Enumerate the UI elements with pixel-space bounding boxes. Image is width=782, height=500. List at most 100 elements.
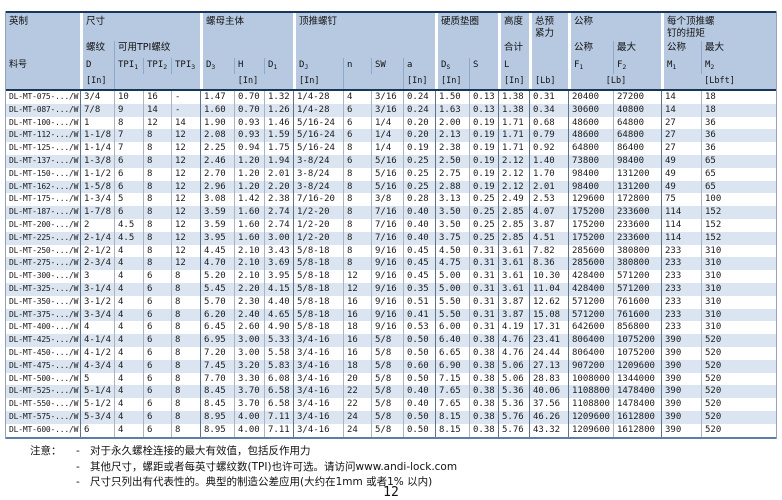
jackscrew-a: 0.60 bbox=[403, 359, 435, 373]
body-d1: 5.58 bbox=[264, 346, 293, 360]
body-h: 3.70 bbox=[234, 398, 264, 411]
header-cell: S bbox=[469, 58, 498, 74]
preload-f1-nominal: 907200 bbox=[568, 359, 613, 373]
preload-f2-max: 761600 bbox=[613, 295, 661, 309]
header-cell: 总预 紧力 bbox=[529, 13, 568, 41]
jackscrew-n: 22 bbox=[343, 398, 371, 411]
part-number: DL-MT-600-.../W bbox=[9, 424, 79, 434]
washer-ds: 5.00 bbox=[435, 282, 469, 296]
jackscrew-n: 8 bbox=[343, 206, 371, 219]
torque-m1-nominal: 390 bbox=[661, 359, 701, 373]
preload-f2-max: 1075200 bbox=[613, 334, 661, 347]
washer-ds: 2.75 bbox=[435, 167, 469, 181]
header-cell: H bbox=[234, 58, 264, 74]
table-row: DL-MT-225-.../W 2-1/4 4.5 8 12 3.95 1.60 3.00 1/… bbox=[6, 231, 776, 245]
part-number: DL-MT-375-.../W bbox=[9, 309, 79, 319]
torque-m1-nominal: 27 bbox=[661, 129, 701, 143]
jackscrew-a: 0.28 bbox=[403, 193, 435, 207]
washer-s: 0.19 bbox=[469, 180, 498, 194]
header-cell: [In] bbox=[498, 74, 529, 89]
header-cell: 每个顶推螺 钉的扭矩 bbox=[661, 13, 775, 41]
table-row: DL-MT-450-.../W 4-1/2 4 6 8 7.20 3.00 5.58 3/4-1… bbox=[6, 346, 776, 360]
table-row: DL-MT-400-.../W 4 4 6 8 6.45 2.60 4.90 5/8-18 18 9… bbox=[6, 321, 776, 335]
body-d3: 6.45 bbox=[200, 321, 234, 335]
body-d1: 3.00 bbox=[264, 231, 293, 245]
washer-ds: 6.40 bbox=[435, 334, 469, 347]
torque-m1-nominal: 114 bbox=[661, 218, 701, 232]
washer-s: 0.19 bbox=[469, 142, 498, 155]
jackscrew-a: 0.40 bbox=[403, 231, 435, 245]
jackscrew-n: 20 bbox=[343, 372, 371, 386]
thread-d: 1-3/4 bbox=[80, 193, 114, 207]
body-d3: 2.25 bbox=[200, 142, 234, 155]
tpi-1: 4 bbox=[114, 244, 143, 258]
washer-s: 0.38 bbox=[469, 334, 498, 347]
torque-m1-nominal: 114 bbox=[661, 206, 701, 219]
jackscrew-a: 0.35 bbox=[403, 282, 435, 296]
body-d3: 8.95 bbox=[200, 410, 234, 424]
preload-f1-nominal: 48600 bbox=[568, 129, 613, 143]
torque-m1-nominal: 233 bbox=[661, 282, 701, 296]
part-number: DL-MT-275-.../W bbox=[9, 258, 79, 268]
body-d3: 3.59 bbox=[200, 206, 234, 219]
washer-ds: 2.38 bbox=[435, 142, 469, 155]
header-cell: L bbox=[498, 58, 529, 74]
preload-f1-nominal: 1108800 bbox=[568, 385, 613, 399]
thread-d: 3-3/4 bbox=[80, 308, 114, 322]
torque-m1-nominal: 14 bbox=[661, 103, 701, 117]
jackscrew-a: 0.50 bbox=[403, 410, 435, 424]
jackscrew-dj: 3/4-16 bbox=[293, 423, 343, 437]
header-row: 料号 D TPI1 TPI2 TPI3 D3 H D1 DJ n SW a DS S L F1 F2 M1 M2 bbox=[6, 58, 776, 74]
body-h: 1.60 bbox=[234, 231, 264, 245]
torque-m1-nominal: 233 bbox=[661, 244, 701, 258]
weight-lb: 0.68 bbox=[529, 116, 568, 130]
body-d3: 8.95 bbox=[200, 423, 234, 437]
body-d3: 3.59 bbox=[200, 218, 234, 232]
torque-m1-nominal: 233 bbox=[661, 308, 701, 322]
part-number: DL-MT-575-.../W bbox=[9, 411, 79, 421]
jackscrew-sw: 3/8 bbox=[371, 193, 403, 207]
tpi-3: 12 bbox=[171, 142, 200, 155]
note-dash: - bbox=[76, 445, 80, 457]
jackscrew-a: 0.25 bbox=[403, 167, 435, 181]
tpi-2: 8 bbox=[143, 206, 171, 219]
jackscrew-dj: 3-8/24 bbox=[293, 180, 343, 194]
header-cell: [Lbft] bbox=[661, 74, 775, 89]
thread-d: 5-3/4 bbox=[80, 410, 114, 424]
jackscrew-sw: 9/16 bbox=[371, 244, 403, 258]
thread-d: 5 bbox=[80, 372, 114, 386]
body-d3: 6.20 bbox=[200, 308, 234, 322]
torque-m1-nominal: 233 bbox=[661, 295, 701, 309]
washer-ds: 5.00 bbox=[435, 270, 469, 283]
header-cell: [In] bbox=[293, 74, 343, 89]
tpi-2: 6 bbox=[143, 308, 171, 322]
header-cell: 螺母主体 bbox=[200, 13, 293, 41]
body-d1: 1.59 bbox=[264, 129, 293, 143]
table-row: DL-MT-087-.../W 7/8 9 14-1.60 0.70 1.26 1/4-28… bbox=[6, 103, 776, 117]
weight-lb: 27.13 bbox=[529, 359, 568, 373]
preload-f1-nominal: 129600 bbox=[568, 193, 613, 207]
body-d3: 2.70 bbox=[200, 167, 234, 181]
washer-ds: 3.13 bbox=[435, 193, 469, 207]
body-d1: 3.43 bbox=[264, 244, 293, 258]
preload-f1-nominal: 64800 bbox=[568, 142, 613, 155]
preload-f2-max: 571200 bbox=[613, 282, 661, 296]
preload-f1-nominal: 48600 bbox=[568, 116, 613, 130]
torque-m2-max: 520 bbox=[701, 334, 775, 347]
tpi-2: 6 bbox=[143, 334, 171, 347]
torque-m1-nominal: 49 bbox=[661, 154, 701, 168]
header-cell: 料号 bbox=[9, 60, 28, 70]
washer-ds: 7.65 bbox=[435, 385, 469, 399]
thread-d: 6 bbox=[80, 423, 114, 437]
jackscrew-n: 24 bbox=[343, 410, 371, 424]
note-line: - 其他尺寸，螺距或者每英寸螺纹数(TPI)也许可选。请访问www.andi-lo… bbox=[76, 460, 457, 476]
jackscrew-a: 0.53 bbox=[403, 321, 435, 335]
torque-m1-nominal: 27 bbox=[661, 142, 701, 155]
washer-ds: 7.65 bbox=[435, 398, 469, 411]
thread-d: 1-7/8 bbox=[80, 206, 114, 219]
preload-f2-max: 40800 bbox=[613, 103, 661, 117]
torque-m2-max: 520 bbox=[701, 346, 775, 360]
tpi-1: 10 bbox=[114, 91, 143, 104]
torque-m2-max: 520 bbox=[701, 359, 775, 373]
header-cell: F2 bbox=[613, 58, 661, 74]
